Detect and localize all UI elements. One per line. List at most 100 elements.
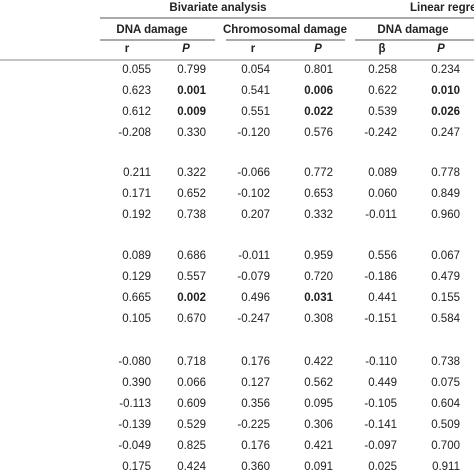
table-cell: -0.011 <box>365 209 397 221</box>
table-cell: 0.009 <box>177 106 206 118</box>
table-cell: 0.091 <box>304 461 333 473</box>
column-header: r <box>125 43 130 55</box>
table-cell: -0.208 <box>118 127 151 139</box>
table-cell: -0.110 <box>365 356 397 368</box>
table-cell: 0.799 <box>177 64 206 76</box>
table-cell: 0.496 <box>241 292 270 304</box>
table-cell: 0.720 <box>304 271 333 283</box>
table-cell: 0.849 <box>431 188 460 200</box>
table-cell: -0.186 <box>364 271 397 283</box>
table-cell: 0.054 <box>241 64 270 76</box>
table-cell: 0.700 <box>431 440 460 452</box>
table-cell: 0.207 <box>241 209 270 221</box>
table-cell: 0.006 <box>304 85 333 97</box>
column-header: r <box>251 43 256 55</box>
table-cell: -0.139 <box>118 419 151 431</box>
table-cell: -0.080 <box>118 356 151 368</box>
table-cell: 0.247 <box>431 127 460 139</box>
subgroup-title: DNA damage <box>116 24 187 36</box>
table-cell: 0.026 <box>431 106 460 118</box>
table-cell: 0.825 <box>177 440 206 452</box>
table-cell: 0.612 <box>122 106 151 118</box>
table-cell: -0.097 <box>364 440 397 452</box>
table-cell: 0.322 <box>177 167 206 179</box>
table-cell: 0.551 <box>241 106 270 118</box>
table-cell: 0.623 <box>122 85 151 97</box>
table-cell: -0.242 <box>364 127 397 139</box>
table-cell: 0.211 <box>123 167 151 179</box>
table-cell: 0.192 <box>122 209 151 221</box>
table-cell: 0.306 <box>304 419 333 431</box>
table-cell: 0.539 <box>368 106 397 118</box>
table-cell: 0.652 <box>177 188 206 200</box>
table-cell: 0.060 <box>368 188 397 200</box>
table-cell: 0.175 <box>122 461 151 473</box>
table-cell: 0.066 <box>177 377 206 389</box>
table-cell: 0.095 <box>304 398 333 410</box>
column-header: β <box>378 43 385 55</box>
table-cell: 0.360 <box>241 461 270 473</box>
group-title: Linear regres <box>410 2 474 14</box>
table-cell: 0.127 <box>241 377 270 389</box>
subgroup-title: Chromosomal damage <box>223 24 347 36</box>
table-cell: 0.778 <box>431 167 460 179</box>
table-cell: 0.422 <box>304 356 333 368</box>
column-header: P <box>182 43 190 55</box>
table-cell: 0.686 <box>177 250 206 262</box>
table-cell: 0.424 <box>177 461 206 473</box>
table-cell: 0.176 <box>241 356 270 368</box>
table-cell: -0.102 <box>237 188 270 200</box>
table-cell: 0.653 <box>304 188 333 200</box>
table-cell: 0.449 <box>368 377 397 389</box>
table-cell: 0.801 <box>304 64 333 76</box>
column-header: P <box>314 43 322 55</box>
table-cell: 0.541 <box>241 85 270 97</box>
table-cell: -0.151 <box>364 313 397 325</box>
table-cell: 0.067 <box>431 250 460 262</box>
table-cell: 0.556 <box>368 250 397 262</box>
table-cell: -0.225 <box>237 419 270 431</box>
table-cell: 0.330 <box>177 127 206 139</box>
table-cell: 0.960 <box>431 209 460 221</box>
table-cell: 0.609 <box>177 398 206 410</box>
table-cell: 0.584 <box>431 313 460 325</box>
subgroup-title: DNA damage <box>377 24 448 36</box>
table-cell: 0.576 <box>304 127 333 139</box>
table-cell: 0.332 <box>304 209 333 221</box>
table-cell: 0.155 <box>431 292 460 304</box>
table-cell: -0.066 <box>237 167 270 179</box>
table-cell: 0.959 <box>304 250 333 262</box>
table-cell: 0.529 <box>177 419 206 431</box>
table-cell: 0.025 <box>368 461 397 473</box>
table-cell: 0.031 <box>304 292 333 304</box>
table-cell: 0.562 <box>304 377 333 389</box>
table-cell: 0.105 <box>122 313 151 325</box>
table-cell: -0.049 <box>118 440 151 452</box>
table-cell: -0.247 <box>237 313 270 325</box>
table-cell: 0.308 <box>304 313 333 325</box>
table-cell: -0.105 <box>364 398 397 410</box>
table-cell: 0.557 <box>177 271 206 283</box>
table-cell: 0.772 <box>304 167 333 179</box>
table-cell: 0.622 <box>368 85 397 97</box>
table-cell: -0.011 <box>238 250 270 262</box>
table-cell: 0.010 <box>431 85 460 97</box>
table-cell: 0.390 <box>122 377 151 389</box>
table-cell: 0.441 <box>368 292 397 304</box>
table-cell: 0.129 <box>122 271 151 283</box>
table-cell: 0.089 <box>122 250 151 262</box>
table-cell: 0.665 <box>122 292 151 304</box>
table-cell: 0.604 <box>431 398 460 410</box>
table-cell: -0.079 <box>237 271 270 283</box>
table-cell: -0.113 <box>119 398 151 410</box>
table-cell: 0.176 <box>241 440 270 452</box>
table-cell: 0.002 <box>177 292 206 304</box>
table-cell: 0.089 <box>368 167 397 179</box>
table-cell: 0.738 <box>177 209 206 221</box>
table-cell: 0.356 <box>241 398 270 410</box>
column-header: P <box>437 43 445 55</box>
table-cell: -0.120 <box>237 127 270 139</box>
table-cell: 0.911 <box>432 461 460 473</box>
table-cell: 0.479 <box>431 271 460 283</box>
